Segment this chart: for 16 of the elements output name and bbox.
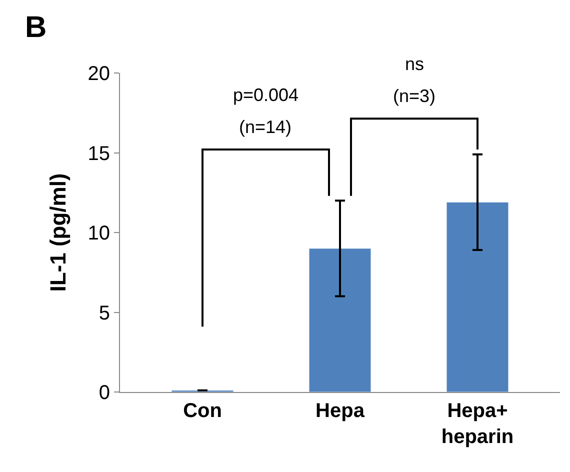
y-tick-label: 10 [88,222,110,244]
x-tick-label: Hepa+ heparin [441,400,514,448]
bar [308,248,372,392]
annotation: p=0.004 [233,85,299,105]
text: B [25,11,47,44]
annotation: (n=14) [239,117,292,137]
annotation: ns [405,54,424,74]
y-tick-label: 5 [98,302,110,324]
y-tick-label: 20 [88,63,110,85]
bar [446,202,509,392]
x-tick-label: Con [183,400,222,422]
y-tick-label: 0 [98,382,110,404]
annotation: (n=3) [393,86,436,106]
x-tick-label: Hepa [316,400,366,422]
y-axis-title: IL-1 (pg/ml) [46,173,71,292]
y-tick-label: 15 [88,142,110,165]
